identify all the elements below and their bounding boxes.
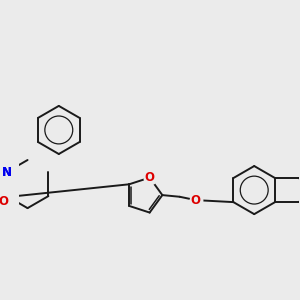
Text: O: O [145,171,155,184]
Text: O: O [191,194,201,207]
Text: O: O [0,195,8,208]
Text: N: N [2,166,12,178]
Text: N: N [2,166,12,178]
